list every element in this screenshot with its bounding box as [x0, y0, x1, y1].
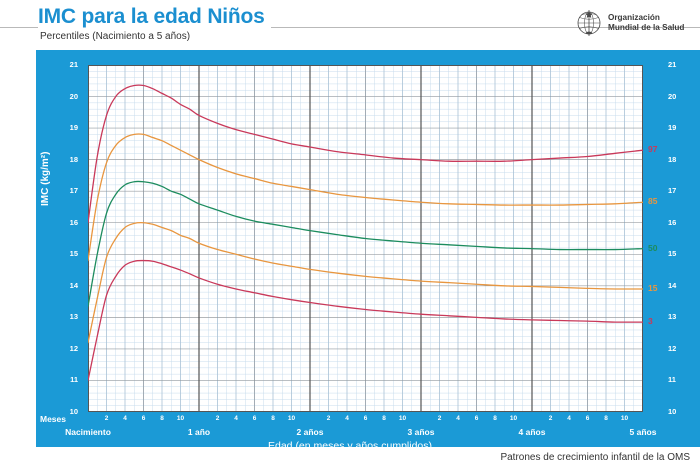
percentile-curve-50 [88, 180, 643, 307]
x-year-label-3: 3 años [407, 427, 435, 437]
x-tick-month-22: 10 [287, 415, 296, 422]
page-subtitle: Percentiles (Nacimiento a 5 años) [40, 31, 191, 42]
y-axis-label: IMC (kg/m²) [40, 151, 51, 206]
y-tick-left-21: 21 [69, 60, 78, 69]
y-tick-right-15: 15 [668, 249, 677, 259]
x-tick-month-56: 8 [604, 415, 608, 422]
x-tick-month-42: 6 [474, 415, 479, 422]
x-tick-month-10: 10 [176, 415, 185, 422]
x-tick-month-54: 6 [585, 415, 590, 422]
x-tick-month-34: 10 [398, 415, 407, 422]
months-axis-label: Meses [40, 414, 66, 424]
footer-note: Patrones de crecimiento infantil de la O… [500, 452, 690, 463]
y-tick-right-12: 12 [668, 343, 677, 353]
x-tick-month-44: 8 [493, 415, 497, 422]
x-year-label-0: Nacimiento [65, 427, 111, 437]
x-year-label-5: 5 años [629, 427, 657, 437]
y-tick-left-14: 14 [69, 280, 78, 290]
y-tick-right-11: 11 [668, 375, 676, 385]
x-tick-month-2: 2 [104, 415, 109, 422]
growth-chart-plot [88, 65, 643, 412]
x-tick-month-50: 2 [548, 415, 553, 422]
x-axis-label: Edad (en meses y años cumplidos) [268, 440, 432, 452]
y-tick-left-18: 18 [69, 154, 78, 164]
percentile-curve-15 [88, 221, 643, 344]
x-year-label-2: 2 años [296, 427, 324, 437]
x-tick-month-26: 2 [326, 415, 331, 422]
percentile-label-97: 97 [648, 144, 658, 155]
y-tick-left-11: 11 [70, 375, 78, 385]
x-tick-month-46: 10 [509, 415, 518, 422]
y-tick-left-10: 10 [69, 407, 78, 416]
y-tick-right-10: 10 [668, 407, 677, 416]
y-tick-right-17: 17 [668, 186, 677, 196]
percentile-label-15: 15 [648, 282, 658, 293]
x-tick-month-52: 4 [567, 415, 571, 422]
y-tick-right-18: 18 [668, 154, 677, 164]
x-tick-month-18: 6 [252, 415, 257, 422]
x-tick-month-4: 4 [123, 415, 127, 422]
y-tick-left-12: 12 [69, 343, 78, 353]
chart-canvas [88, 65, 643, 412]
who-emblem-icon [577, 10, 601, 36]
x-tick-month-16: 4 [234, 415, 238, 422]
percentile-label-85: 85 [648, 196, 658, 207]
y-tick-right-14: 14 [668, 280, 677, 290]
x-tick-month-30: 6 [363, 415, 368, 422]
title-divider [0, 27, 700, 28]
y-tick-left-16: 16 [69, 217, 78, 227]
who-logo-text: Organización Mundial de la Salud [608, 13, 684, 34]
page-title: IMC para la edad Niños [38, 5, 271, 29]
x-tick-month-32: 8 [382, 415, 386, 422]
y-tick-right-19: 19 [668, 123, 677, 133]
y-tick-right-13: 13 [668, 312, 677, 322]
y-tick-left-20: 20 [69, 91, 78, 101]
percentile-label-3: 3 [648, 316, 653, 327]
y-tick-right-20: 20 [668, 91, 677, 101]
x-tick-month-14: 2 [215, 415, 220, 422]
x-year-label-1: 1 año [187, 427, 211, 437]
y-tick-left-17: 17 [69, 186, 78, 196]
page-header: IMC para la edad Niños Percentiles (Naci… [0, 0, 700, 50]
y-tick-right-21: 21 [668, 60, 677, 69]
x-tick-month-20: 8 [271, 415, 275, 422]
percentile-label-50: 50 [648, 242, 658, 253]
x-tick-month-6: 6 [141, 415, 146, 422]
y-tick-left-15: 15 [69, 249, 78, 259]
x-tick-month-38: 2 [437, 415, 442, 422]
x-tick-month-40: 4 [456, 415, 460, 422]
who-logo-line-1: Organización [608, 12, 660, 22]
who-logo-line-2: Mundial de la Salud [608, 23, 685, 32]
percentile-curve-97 [88, 84, 643, 224]
percentile-curve-85 [88, 133, 643, 262]
who-logo: Organización Mundial de la Salud [574, 6, 694, 40]
percentile-curve-3 [88, 259, 643, 382]
x-tick-month-58: 10 [620, 415, 629, 422]
y-tick-right-16: 16 [668, 217, 677, 227]
x-tick-month-28: 4 [345, 415, 349, 422]
y-tick-left-13: 13 [69, 312, 78, 322]
y-tick-left-19: 19 [69, 123, 78, 133]
x-year-label-4: 4 años [518, 427, 546, 437]
x-tick-month-8: 8 [160, 415, 164, 422]
